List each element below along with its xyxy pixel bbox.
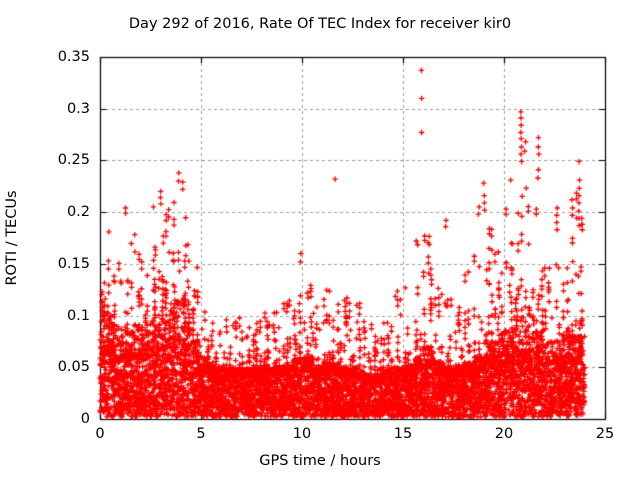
y-tick-label: 0.25 — [57, 152, 90, 169]
y-tick-label: 0 — [80, 411, 90, 427]
x-axis-label: GPS time / hours — [259, 453, 381, 469]
x-tick-label: 20 — [494, 426, 514, 442]
x-tick-label: 10 — [292, 426, 312, 442]
x-tick-label: 5 — [196, 426, 206, 442]
y-tick-label: 0.3 — [66, 100, 90, 117]
x-tick-label: 0 — [95, 426, 105, 442]
x-tick-label: 25 — [595, 426, 615, 442]
y-tick-label: 0.2 — [66, 204, 90, 221]
y-tick-label: 0.35 — [57, 49, 90, 65]
y-tick-label: 0.15 — [57, 255, 90, 272]
x-tick-label: 15 — [393, 426, 413, 442]
y-tick-label: 0.1 — [66, 307, 90, 324]
chart-title: Day 292 of 2016, Rate Of TEC Index for r… — [128, 16, 512, 32]
y-tick-label: 0.05 — [57, 359, 90, 376]
